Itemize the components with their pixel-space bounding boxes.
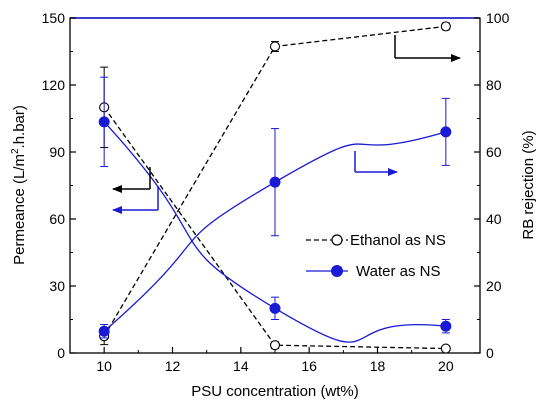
data-point (269, 302, 281, 314)
y-left-tick-label: 60 (49, 211, 65, 227)
y-left-tick-label: 150 (42, 10, 66, 26)
water-rejection-arrow (354, 151, 398, 176)
data-point (440, 343, 451, 354)
legend-ethanol-label: Ethanol as NS (350, 232, 446, 249)
legend-item-water: Water as NS (306, 263, 440, 280)
series-layer (98, 21, 452, 354)
x-tick-label: 10 (96, 358, 112, 374)
y-left-axis-label: Permeance (L/m2.h.bar) (10, 105, 28, 265)
legend-ethanol-marker (331, 234, 343, 246)
data-point (440, 320, 452, 332)
y-right-axis-label: RB rejection (%) (520, 130, 537, 239)
x-tick-label: 12 (165, 358, 181, 374)
x-tick-label: 18 (370, 358, 386, 374)
y-right-tick-label: 0 (486, 345, 494, 361)
data-point (440, 126, 452, 138)
x-tick-label: 14 (233, 358, 249, 374)
data-point (98, 325, 110, 337)
y-left-tick-label: 30 (49, 278, 65, 294)
x-axis-label: PSU concentration (wt%) (191, 383, 359, 400)
data-point (440, 21, 451, 32)
x-tick-labels: 10 12 14 16 18 20 (96, 358, 453, 374)
y-right-tick-label: 80 (486, 77, 502, 93)
ethanol-permeance-arrow (112, 167, 151, 193)
y-left-tick-label: 120 (42, 77, 66, 93)
y-left-tick-label: 90 (49, 144, 65, 160)
y-right-tick-label: 100 (486, 10, 510, 26)
y-left-tick-label: 0 (57, 345, 65, 361)
legend-water-label: Water as NS (356, 263, 440, 280)
x-tick-label: 16 (301, 358, 317, 374)
legend-water-marker (331, 265, 343, 277)
data-point (98, 116, 110, 128)
y-right-tick-label: 60 (486, 144, 502, 160)
data-point (269, 340, 281, 351)
data-point (269, 176, 281, 188)
y-left-tick-labels: 0 30 60 90 120 150 (42, 10, 66, 361)
y-right-tick-label: 40 (486, 211, 502, 227)
x-tick-label: 20 (438, 358, 454, 374)
data-point (269, 41, 281, 52)
legend: Ethanol as NS Water as NS (306, 232, 446, 280)
legend-item-ethanol: Ethanol as NS (306, 232, 446, 249)
series-1 (99, 21, 451, 346)
water-permeance-arrow (112, 186, 159, 214)
y-right-tick-label: 20 (486, 278, 502, 294)
ethanol-rejection-arrow (394, 35, 461, 62)
annotation-arrows (112, 35, 461, 214)
series-2 (98, 76, 452, 343)
series-3 (98, 97, 452, 339)
y-right-tick-labels: 0 20 40 60 80 100 (486, 10, 510, 361)
axis-ticks (69, 17, 481, 354)
